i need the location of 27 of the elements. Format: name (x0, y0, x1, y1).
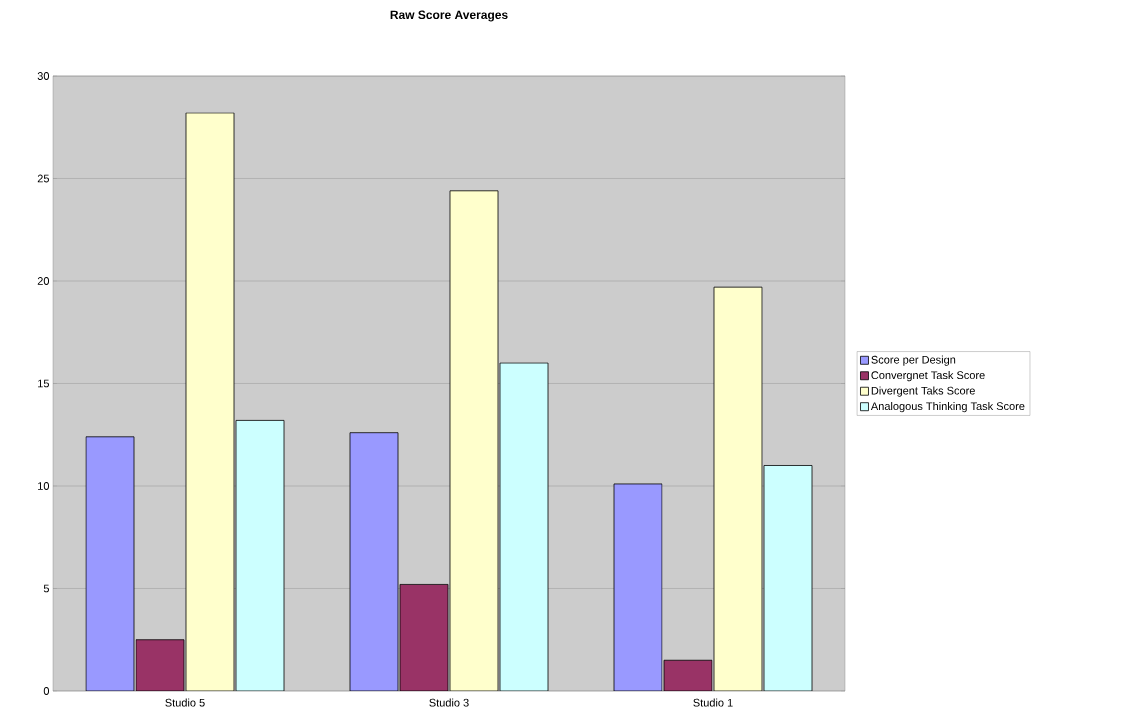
bar (135, 639, 185, 691)
x-tick-label: Studio 1 (693, 698, 733, 707)
y-tick-label: 20 (37, 277, 50, 285)
y-tick-label: 30 (37, 72, 50, 80)
bar (235, 420, 285, 691)
bar (349, 432, 399, 691)
legend-label: Score per Design (871, 355, 956, 366)
bar (449, 190, 499, 691)
legend-label: Divergent Taks Score (871, 386, 975, 397)
y-tick-label: 5 (43, 584, 49, 593)
chart-title: Raw Score Averages (390, 10, 508, 22)
y-tick-label: 15 (38, 379, 49, 388)
bar (85, 436, 135, 691)
bar (613, 483, 663, 691)
legend-label: Analogous Thinking Task Score (870, 401, 1025, 413)
x-tick-label: Studio 3 (429, 698, 469, 707)
bar (399, 584, 449, 691)
bar (713, 286, 763, 691)
bar (763, 465, 813, 691)
y-tick-label: 10 (38, 482, 50, 490)
bar (663, 659, 713, 691)
bar (185, 112, 235, 691)
bar (499, 362, 549, 691)
y-tick-label: 0 (43, 687, 50, 695)
legend-label: Convergnet Task Score (871, 371, 985, 382)
x-tick-label: Studio 5 (165, 698, 205, 707)
y-tick-label: 25 (37, 174, 49, 183)
